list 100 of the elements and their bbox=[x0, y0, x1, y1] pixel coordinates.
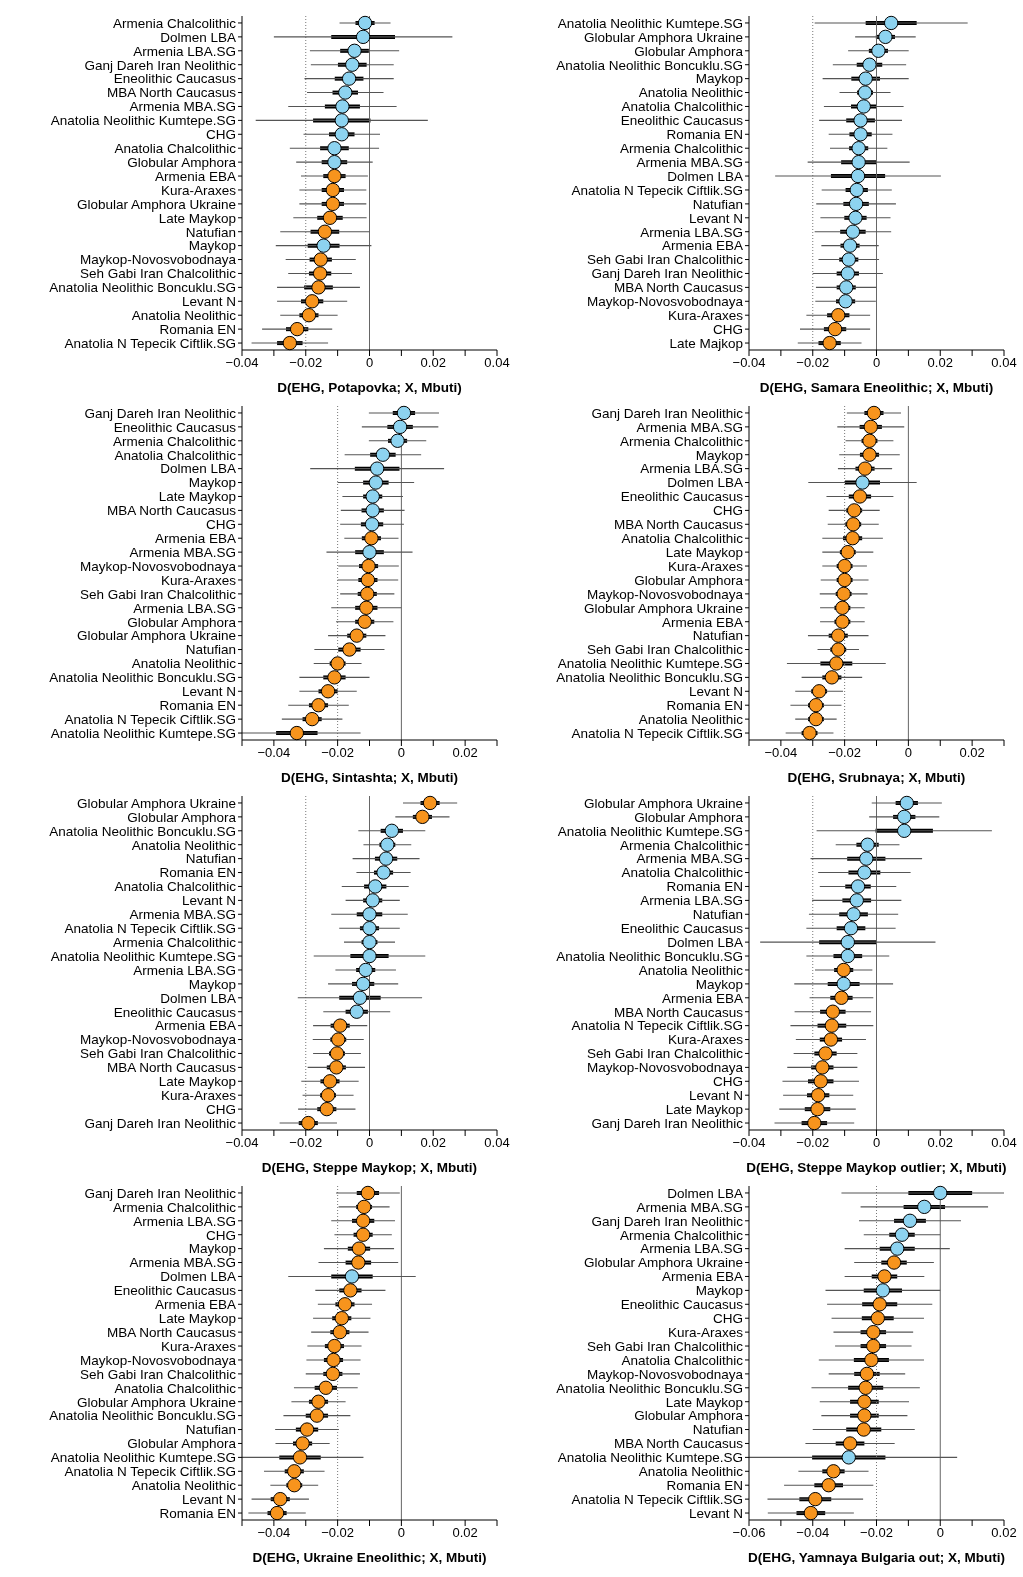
y-tick-label: Anatolia Chalcolithic bbox=[114, 447, 237, 463]
y-tick-label: Late Majkop bbox=[669, 335, 743, 351]
y-tick-label: Levant N bbox=[181, 294, 236, 310]
y-tick-label: Armenia MBA.SG bbox=[129, 99, 236, 115]
y-tick-label: Anatolia N Tepecik Ciftlik.SG bbox=[571, 182, 743, 198]
y-tick-label: CHG bbox=[713, 1074, 743, 1090]
y-tick-label: Romania EN bbox=[666, 698, 743, 713]
x-tick-label: −0.02 bbox=[796, 355, 830, 371]
y-tick-label: Globular Amphora Ukraine bbox=[583, 1255, 743, 1271]
y-tick-label: Anatolia N Tepecik Ciftlik.SG bbox=[64, 711, 236, 727]
y-tick-label: Anatolia Neolithic Kumtepe.SG bbox=[557, 15, 743, 31]
y-tick-label: Dolmen LBA bbox=[160, 1269, 236, 1285]
y-tick-label: Maykop bbox=[188, 238, 236, 254]
y-tick-label: Levant N bbox=[688, 1505, 743, 1521]
y-tick-label: Anatolia Chalcolithic bbox=[114, 1380, 237, 1396]
y-tick-label: Armenia MBA.SG bbox=[636, 419, 743, 435]
y-tick-label: Levant N bbox=[181, 684, 236, 700]
y-tick-label: Natufian bbox=[692, 196, 743, 212]
y-tick-label: Armenia Chalcolithic bbox=[112, 1199, 237, 1215]
x-tick-label: 0.04 bbox=[484, 355, 510, 371]
y-tick-label: CHG bbox=[206, 127, 236, 143]
x-axis-title: D(EHG, Samara Eneolithic; X, Mbuti) bbox=[759, 380, 994, 395]
y-tick-label: Armenia Chalcolithic bbox=[619, 433, 744, 449]
y-tick-label: Maykop bbox=[188, 475, 236, 491]
y-tick-label: Anatolia N Tepecik Ciftlik.SG bbox=[571, 1018, 743, 1034]
y-tick-label: Dolmen LBA bbox=[667, 475, 743, 491]
y-tick-label: Romania EN bbox=[159, 1505, 236, 1521]
x-tick-label: −0.04 bbox=[732, 1135, 766, 1151]
y-tick-label: Seh Gabi Iran Chalcolithic bbox=[79, 266, 237, 282]
y-tick-label: Anatolia Chalcolithic bbox=[621, 1352, 744, 1368]
y-tick-label: Globular Amphora Ukraine bbox=[583, 29, 743, 45]
y-tick-label: Armenia MBA.SG bbox=[636, 851, 743, 867]
y-tick-label: Maykop bbox=[695, 1283, 743, 1299]
y-tick-label: Globular Amphora bbox=[127, 1436, 237, 1452]
y-tick-label: Anatolia N Tepecik Ciftlik.SG bbox=[571, 725, 743, 741]
y-tick-label: Late Maykop bbox=[158, 1311, 236, 1326]
y-tick-label: Maykop bbox=[188, 976, 236, 992]
y-tick-label: Anatolia Neolithic Kumtepe.SG bbox=[50, 948, 236, 964]
x-tick-label: −0.02 bbox=[289, 1135, 323, 1151]
y-tick-label: Armenia EBA bbox=[661, 614, 743, 630]
y-tick-label: Seh Gabi Iran Chalcolithic bbox=[586, 252, 744, 268]
x-tick-label: 0.02 bbox=[959, 745, 985, 761]
y-tick-label: Armenia LBA.SG bbox=[640, 893, 743, 909]
y-tick-label: Dolmen LBA bbox=[667, 1185, 743, 1201]
y-tick-label: Anatolia Neolithic Kumtepe.SG bbox=[50, 1450, 236, 1466]
x-tick-label: −0.02 bbox=[796, 1135, 830, 1151]
y-tick-label: Levant N bbox=[688, 210, 743, 226]
x-tick-label: −0.04 bbox=[732, 355, 766, 371]
y-tick-label: Anatolia Neolithic Boncuklu.SG bbox=[49, 1408, 236, 1424]
y-tick-label: Romania EN bbox=[666, 879, 743, 895]
x-tick-label: 0.02 bbox=[420, 355, 446, 371]
y-tick-label: Dolmen LBA bbox=[667, 168, 743, 184]
y-tick-label: Anatolia N Tepecik Ciftlik.SG bbox=[64, 1464, 236, 1480]
y-tick-label: Armenia LBA.SG bbox=[640, 461, 743, 477]
y-tick-label: Globular Amphora bbox=[634, 1408, 744, 1424]
y-tick-label: Armenia EBA bbox=[661, 1269, 743, 1285]
y-tick-label: Ganj Dareh Iran Neolithic bbox=[84, 1185, 237, 1201]
y-tick-label: Armenia MBA.SG bbox=[129, 544, 236, 560]
y-tick-label: Seh Gabi Iran Chalcolithic bbox=[79, 1046, 237, 1062]
y-tick-label: Eneolithic Caucasus bbox=[620, 921, 744, 936]
x-tick-label: 0 bbox=[397, 745, 405, 761]
y-tick-label: CHG bbox=[206, 1101, 236, 1117]
y-tick-label: Kura-Araxes bbox=[667, 308, 744, 323]
y-tick-label: Natufian bbox=[185, 224, 236, 240]
y-tick-label: Anatolia Neolithic bbox=[638, 711, 744, 727]
x-tick-label: 0 bbox=[936, 1525, 944, 1541]
x-tick-label: 0.02 bbox=[927, 355, 953, 371]
y-tick-label: Anatolia Chalcolithic bbox=[621, 99, 744, 115]
y-tick-label: Romania EN bbox=[666, 1478, 743, 1493]
x-tick-label: 0.02 bbox=[452, 1525, 478, 1541]
y-tick-label: CHG bbox=[713, 1311, 743, 1326]
y-tick-label: Late Maykop bbox=[665, 1394, 743, 1410]
y-tick-label: Maykop-Novosvobodnaya bbox=[586, 1366, 744, 1382]
y-tick-label: Anatolia Chalcolithic bbox=[114, 141, 237, 156]
x-tick-label: 0 bbox=[397, 1525, 405, 1541]
y-tick-label: Eneolithic Caucasus bbox=[620, 1297, 744, 1313]
x-tick-label: 0.04 bbox=[484, 1135, 510, 1151]
y-tick-label: Globular Amphora Ukraine bbox=[583, 600, 743, 616]
y-tick-label: Globular Amphora bbox=[634, 43, 744, 59]
y-tick-label: Late Maykop bbox=[158, 1074, 236, 1090]
y-tick-label: MBA North Caucasus bbox=[613, 1436, 744, 1452]
x-tick-label: 0 bbox=[872, 355, 881, 371]
x-axis-title: D(EHG, Yamnaya Bulgaria out; X, Mbuti) bbox=[747, 1550, 1006, 1565]
x-tick-label: 0.02 bbox=[991, 1525, 1017, 1541]
x-axis-title: D(EHG, Srubnaya; X, Mbuti) bbox=[787, 770, 966, 785]
y-tick-label: Dolmen LBA bbox=[160, 461, 236, 477]
y-tick-label: MBA North Caucasus bbox=[613, 280, 744, 296]
y-tick-label: Anatolia Neolithic bbox=[131, 1478, 237, 1493]
y-tick-label: Armenia EBA bbox=[661, 238, 743, 254]
y-tick-label: Armenia Chalcolithic bbox=[619, 837, 744, 853]
y-tick-label: Maykop bbox=[188, 1241, 236, 1257]
y-tick-label: Armenia LBA.SG bbox=[640, 1241, 743, 1257]
y-tick-label: Seh Gabi Iran Chalcolithic bbox=[586, 642, 744, 658]
y-tick-label: Natufian bbox=[692, 1422, 743, 1438]
y-tick-label: Eneolithic Caucasus bbox=[113, 1283, 237, 1299]
y-tick-label: Globular Amphora Ukraine bbox=[76, 196, 236, 212]
y-tick-label: Armenia Chalcolithic bbox=[112, 433, 237, 449]
y-tick-label: Seh Gabi Iran Chalcolithic bbox=[79, 586, 237, 602]
y-tick-label: CHG bbox=[713, 503, 743, 519]
y-tick-label: Armenia Chalcolithic bbox=[112, 15, 237, 31]
